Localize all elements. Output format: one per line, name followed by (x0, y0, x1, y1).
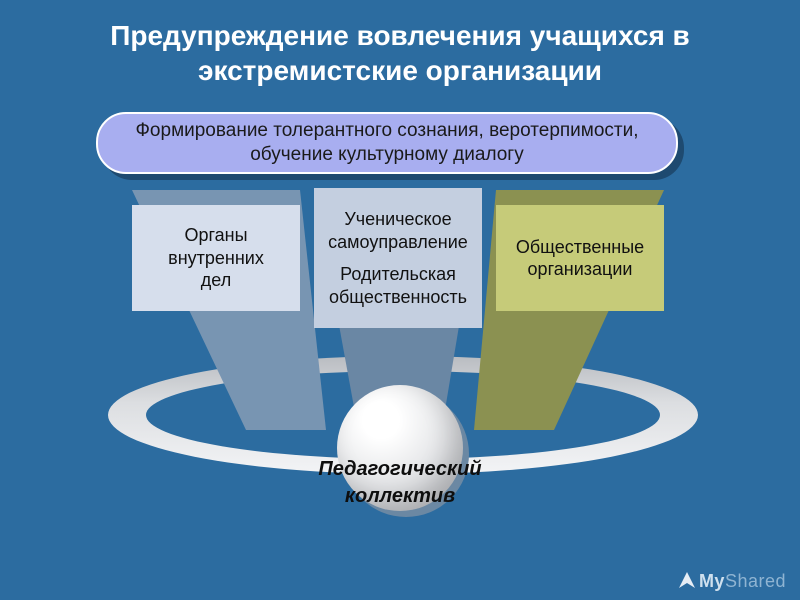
box-left-line3: дел (201, 269, 231, 292)
sphere-label-line1: Педагогический (280, 456, 520, 483)
box-right: Общественные организации (496, 205, 664, 311)
watermark-suffix: Shared (725, 571, 786, 591)
box-center-subline1: Родительская (329, 263, 467, 286)
box-center-line1: Ученическое (344, 208, 451, 231)
slide-title: Предупреждение вовлечения учащихся в экс… (0, 18, 800, 88)
top-bar: Формирование толерантного сознания, веро… (96, 112, 678, 174)
box-left-line1: Органы (184, 224, 247, 247)
box-left-line2: внутренних (168, 247, 264, 270)
box-right-line1: Общественные (516, 236, 644, 259)
watermark: MyShared (677, 570, 786, 592)
sphere-label: Педагогический коллектив (280, 456, 520, 510)
box-left: Органы внутренних дел (132, 205, 300, 311)
slide-root: Предупреждение вовлечения учащихся в экс… (0, 0, 800, 600)
box-center: Ученическое самоуправление Родительская … (314, 188, 482, 328)
top-bar-text: Формирование толерантного сознания, веро… (126, 119, 648, 167)
box-center-subline2: общественность (329, 286, 467, 309)
sphere-label-line2: коллектив (280, 483, 520, 510)
watermark-icon (677, 570, 697, 590)
watermark-prefix: My (699, 571, 725, 591)
box-right-line2: организации (528, 258, 633, 281)
box-center-line2: самоуправление (328, 231, 468, 254)
